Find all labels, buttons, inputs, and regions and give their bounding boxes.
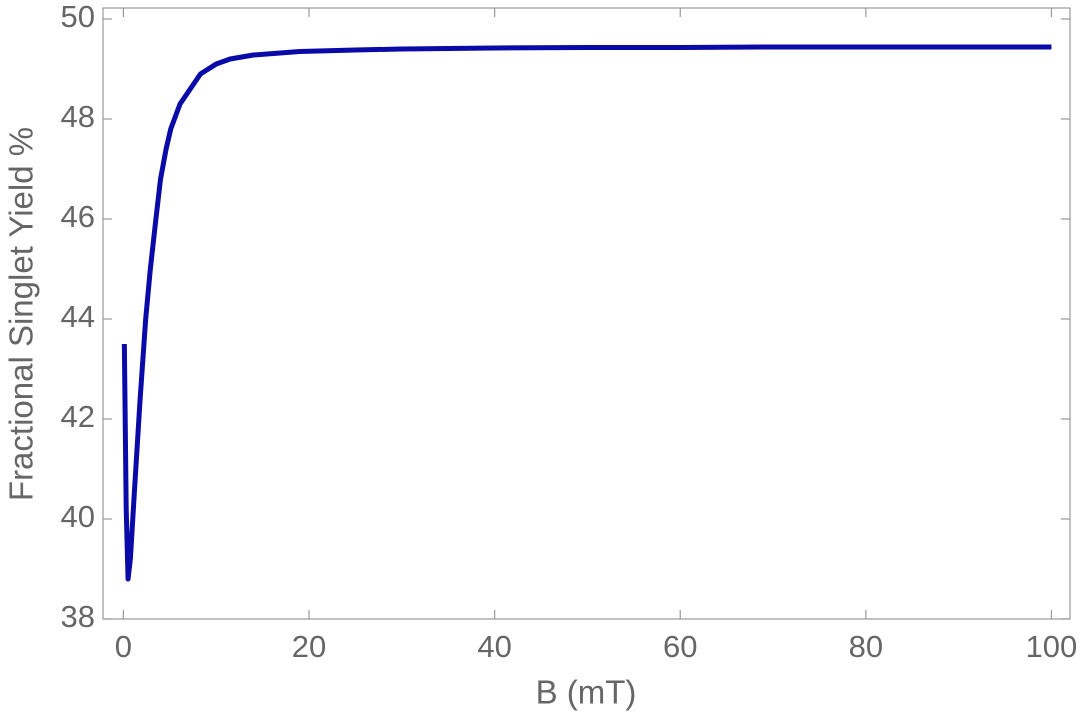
x-tick-label: 20 (292, 629, 326, 664)
y-tick-label: 38 (61, 599, 95, 634)
y-tick-label: 50 (61, 0, 95, 34)
data-line (121, 44, 1052, 582)
plot-frame (102, 7, 1071, 620)
y-tick-label: 40 (61, 499, 95, 534)
x-tick-label: 0 (115, 629, 132, 664)
y-axis-label: Fractional Singlet Yield % (3, 127, 40, 501)
y-tick-label: 48 (61, 99, 95, 134)
y-tick-label: 42 (61, 399, 95, 434)
x-tick-label: 60 (663, 629, 697, 664)
x-tick-label: 40 (477, 629, 511, 664)
x-tick-label: 100 (1026, 629, 1078, 664)
x-axis-label: B (mT) (536, 674, 637, 711)
y-tick-label: 44 (61, 299, 95, 334)
y-tick-label: 46 (61, 199, 95, 234)
x-tick-label: 80 (849, 629, 883, 664)
